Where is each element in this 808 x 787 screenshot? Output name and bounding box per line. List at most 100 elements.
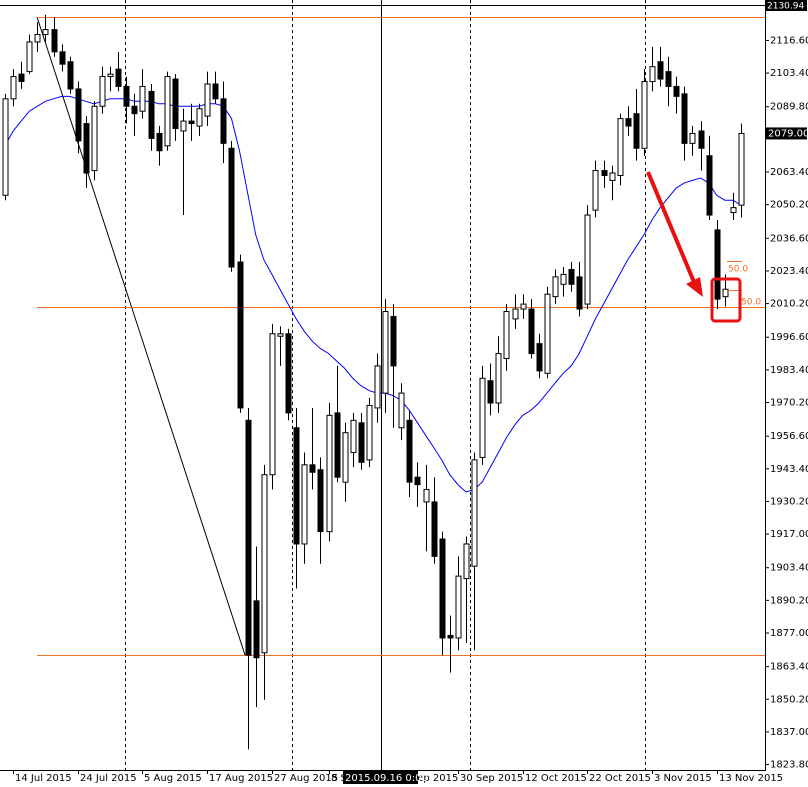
candle-body-down — [148, 90, 155, 139]
candle-body-up — [261, 474, 268, 654]
candle-body-down — [309, 464, 316, 473]
x-tick-label: 22 Oct 2015 — [589, 773, 651, 784]
candle-body-up — [471, 459, 478, 567]
candle-body-down — [487, 380, 494, 404]
y-tick-label: 1863.40 — [770, 662, 808, 673]
candle-body-down — [625, 118, 632, 127]
candle-body-up — [374, 365, 381, 409]
x-tick-label: 27 Aug 2015 — [274, 773, 338, 784]
candle-body-up — [204, 83, 211, 117]
candle-body-up — [342, 432, 349, 483]
candle-body-up — [463, 543, 470, 580]
candle-body-down — [714, 229, 721, 300]
y-tick-label: 2010.20 — [770, 299, 808, 310]
x-tick-label: 5 Aug 2015 — [144, 773, 202, 784]
candle-body-up — [366, 404, 373, 461]
candle-body-down — [237, 261, 244, 409]
candle-body-up — [164, 76, 171, 147]
fib-label: 50.0 — [728, 265, 748, 275]
candle-body-up — [455, 575, 462, 639]
candle-body-up — [180, 120, 187, 132]
candle-body-up — [91, 105, 98, 172]
candle-body-down — [657, 61, 664, 80]
candle-body-up — [26, 41, 33, 73]
arrow-shaft — [646, 171, 696, 283]
candle-body-down — [156, 132, 163, 152]
candle-body-down — [18, 73, 25, 83]
candle-body-up — [592, 170, 599, 211]
candle-body-up — [609, 172, 616, 181]
candle-body-down — [188, 120, 195, 125]
fib-label: 50.0 — [741, 298, 761, 308]
candle-body-up — [738, 132, 745, 206]
candle-body-up — [382, 311, 389, 394]
candle-body-down — [253, 600, 260, 659]
candle-body-down — [706, 155, 713, 216]
crosshair-time: 2015.09.16 0:00 — [345, 773, 428, 784]
y-tick-label: 1943.40 — [770, 464, 808, 475]
candle-body-up — [107, 73, 114, 78]
highlight-box — [710, 277, 742, 323]
candle-body-up — [512, 308, 519, 320]
candle-body-down — [83, 123, 90, 174]
candle-body-down — [334, 412, 341, 478]
candle-body-up — [641, 81, 648, 149]
candle-body-up — [269, 333, 276, 476]
candle-body-up — [560, 273, 567, 285]
y-tick-label: 1996.60 — [770, 332, 808, 343]
candle-body-up — [552, 276, 559, 298]
candle-body-up — [503, 311, 510, 359]
y-tick-label: 2036.60 — [770, 233, 808, 244]
time-label-bg — [343, 771, 418, 784]
candle-body-up — [277, 333, 284, 337]
candle-body-down — [414, 476, 421, 486]
candle-body-down — [601, 170, 608, 176]
candle-body-up — [617, 118, 624, 176]
x-tick-label: 3 Nov 2015 — [654, 773, 712, 784]
x-tick-label: 17 Aug 2015 — [209, 773, 273, 784]
y-tick-label: 2050.20 — [770, 200, 808, 211]
y-tick-label: 2116.60 — [770, 35, 808, 46]
candle-body-up — [649, 66, 656, 83]
y-tick-label: 1970.20 — [770, 398, 808, 409]
y-tick-label: 2023.40 — [770, 266, 808, 277]
plot — [2, 14, 765, 750]
candle-body-up — [301, 464, 308, 545]
last-price-marker — [765, 127, 807, 140]
candle-body-down — [576, 276, 583, 310]
last-price-label: 2079.00 — [768, 128, 808, 139]
candle-body-down — [212, 83, 219, 100]
y-tick-label: 1930.20 — [770, 496, 808, 507]
candle-body-down — [131, 105, 138, 115]
candle-body-up — [2, 98, 9, 196]
x-tick-label: 24 Jul 2015 — [80, 773, 137, 784]
candle-body-down — [67, 61, 74, 90]
candle-body-down — [59, 51, 66, 65]
y-tick-label: 1917.00 — [770, 529, 808, 540]
candle-body-down — [51, 29, 58, 53]
y-tick-label: 1956.60 — [770, 431, 808, 442]
candle-body-down — [75, 88, 82, 142]
crosshair-price: 2130.94 — [767, 2, 804, 12]
candle-body-up — [730, 207, 737, 214]
candle-body-down — [285, 333, 292, 414]
y-tick-label: 1903.40 — [770, 563, 808, 574]
candle-body-up — [520, 303, 527, 310]
x-tick-label: 12 Oct 2015 — [525, 773, 587, 784]
price-label-bg — [765, 0, 807, 11]
y-tick-label: 1890.20 — [770, 595, 808, 606]
candle-body-up — [326, 414, 333, 533]
x-tick-label: 14 Jul 2015 — [15, 773, 72, 784]
y-tick-label: 1823.80 — [770, 760, 808, 771]
trend-line — [36, 16, 246, 656]
candle-body-down — [431, 501, 438, 557]
candle-body-down — [536, 343, 543, 372]
candle-body-down — [528, 308, 535, 355]
x-tick-label: 30 Sep 2015 — [460, 773, 523, 784]
candle-body-up — [99, 76, 106, 107]
candle-body-up — [479, 377, 486, 458]
y-tick-label: 1877.00 — [770, 628, 808, 639]
y-tick-label: 2089.80 — [770, 102, 808, 113]
candle-body-down — [245, 419, 252, 656]
